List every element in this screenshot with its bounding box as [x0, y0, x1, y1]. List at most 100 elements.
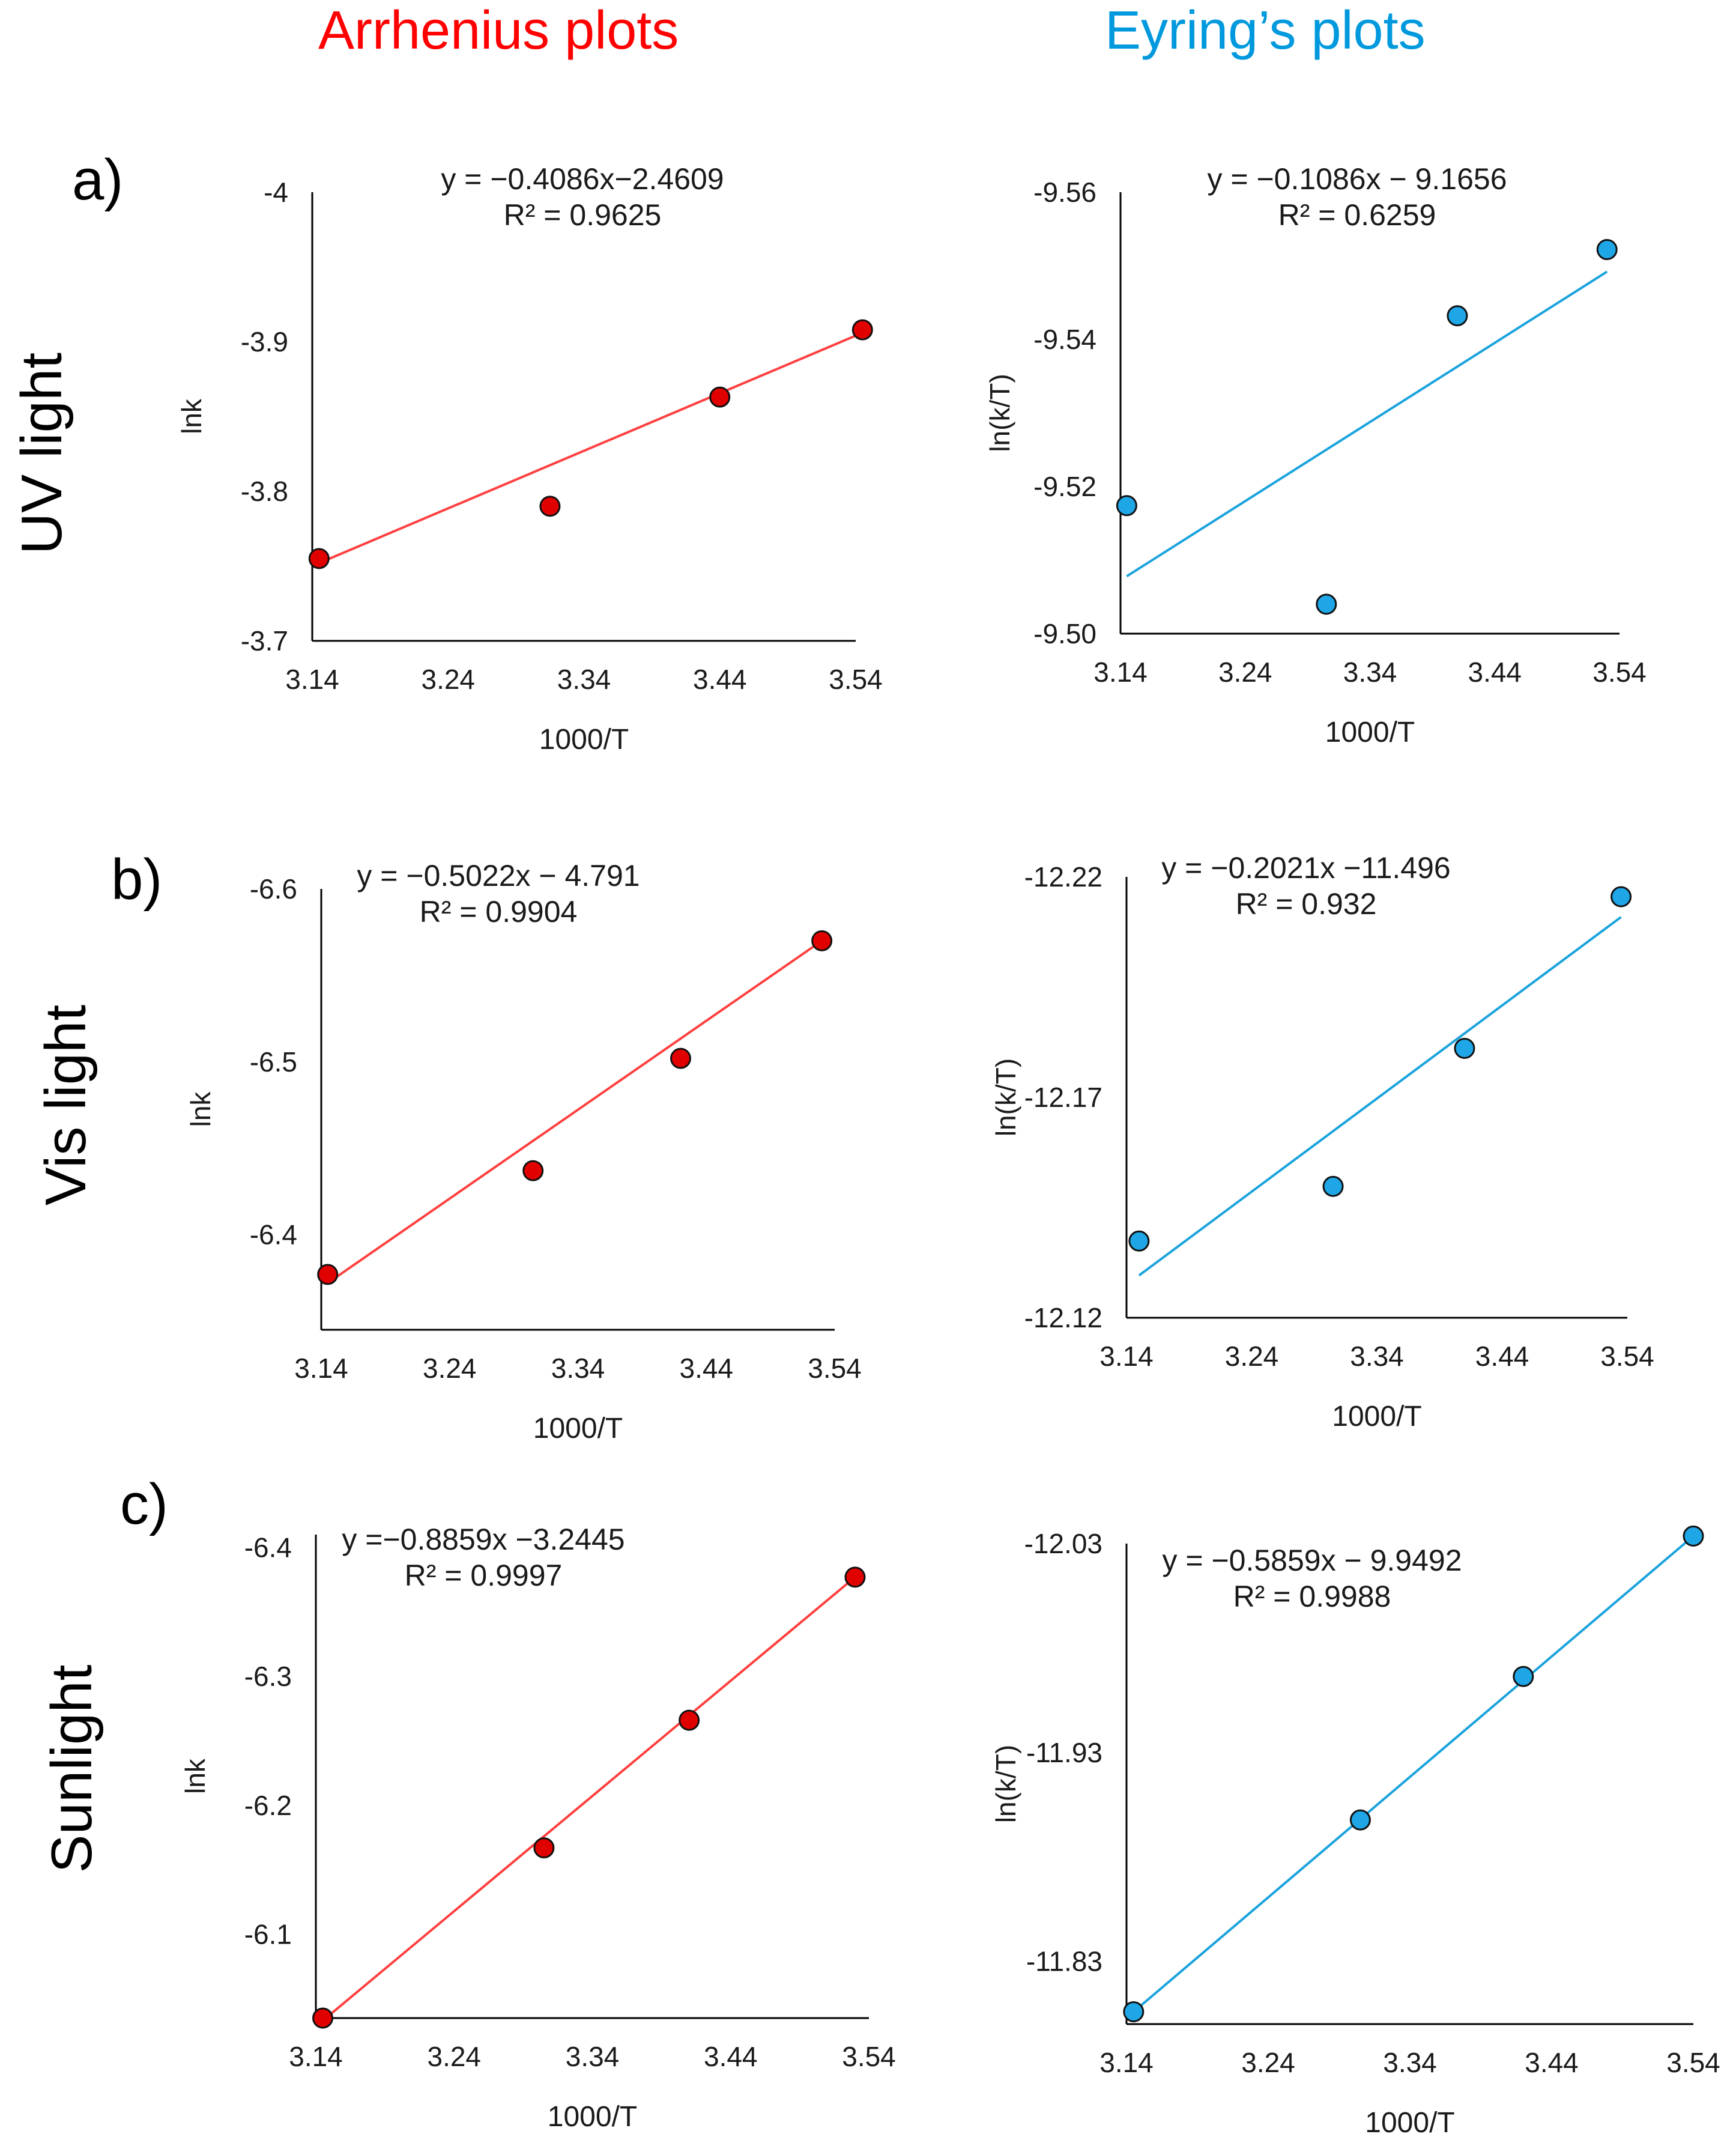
- x-axis-title: 1000/T: [1332, 1401, 1421, 1432]
- data-point: [851, 319, 873, 341]
- trendline: [1138, 916, 1622, 1277]
- y-tick-label: -9.54: [1033, 324, 1096, 355]
- x-tick-label: 3.14: [1093, 656, 1148, 688]
- x-tick-label: 3.24: [1241, 2047, 1295, 2078]
- x-tick-label: 3.14: [1099, 1341, 1154, 1372]
- y-tick-label: -3.7: [241, 625, 288, 656]
- x-tick-label: 3.54: [829, 664, 883, 695]
- x-tick-label: 3.14: [1099, 2047, 1154, 2078]
- data-point: [1123, 2001, 1145, 2022]
- y-tick-label: -9.50: [1033, 618, 1096, 649]
- trendline-equation: y = −0.1086x − 9.1656: [1207, 162, 1507, 196]
- data-point: [1316, 593, 1337, 615]
- panel-letter-a: a): [72, 148, 124, 212]
- r-squared-label: R² = 0.9988: [1233, 1580, 1391, 1613]
- y-axis-title: ln(k/T): [984, 374, 1015, 452]
- trendline-equation: y = −0.2021x −11.496: [1161, 851, 1450, 885]
- y-tick-label: -6.6: [250, 873, 297, 905]
- trendline-equation: y = −0.4086x−2.4609: [441, 162, 724, 196]
- x-tick-label: 3.34: [557, 664, 611, 695]
- data-point: [1513, 1666, 1534, 1687]
- x-tick-label: 3.34: [1343, 656, 1397, 688]
- y-tick-label: -6.4: [250, 1219, 297, 1250]
- y-axis-title: lnk: [180, 1758, 211, 1794]
- data-point: [308, 548, 330, 569]
- x-tick-label: 3.44: [1475, 1341, 1529, 1372]
- x-tick-label: 3.14: [289, 2041, 343, 2072]
- y-axis-title: ln(k/T): [990, 1745, 1021, 1823]
- arrhenius-heading: Arrhenius plots: [318, 1, 679, 61]
- y-tick-label: -6.4: [244, 1532, 292, 1563]
- x-tick-label: 3.34: [551, 1353, 605, 1384]
- trendline: [1133, 1535, 1695, 2013]
- x-tick-label: 3.34: [1350, 1341, 1404, 1372]
- data-point: [1454, 1038, 1475, 1059]
- y-tick-label: -3.9: [241, 326, 288, 357]
- x-tick-label: 3.44: [1525, 2047, 1579, 2078]
- x-tick-label: 3.34: [1383, 2047, 1437, 2078]
- x-axis-title: 1000/T: [548, 2101, 637, 2133]
- x-tick-label: 3.54: [1666, 2047, 1720, 2078]
- trendline: [318, 332, 863, 565]
- data-point: [539, 496, 561, 517]
- data-point: [1610, 886, 1632, 908]
- r-squared-label: R² = 0.932: [1236, 887, 1377, 921]
- y-tick-label: -6.1: [244, 1918, 292, 1950]
- panel-letter-c: c): [120, 1472, 168, 1536]
- r-squared-label: R² = 0.9904: [420, 895, 578, 929]
- x-tick-label: 3.14: [285, 664, 339, 695]
- r-squared-label: R² = 0.9997: [405, 1559, 563, 1592]
- y-tick-label: -9.56: [1033, 177, 1096, 208]
- x-tick-label: 3.24: [427, 2041, 481, 2072]
- x-axis-title: 1000/T: [533, 1413, 623, 1444]
- x-tick-label: 3.14: [294, 1353, 348, 1384]
- x-tick-label: 3.54: [808, 1353, 862, 1384]
- x-tick-label: 3.54: [842, 2041, 896, 2072]
- data-point: [844, 1566, 866, 1588]
- y-tick-label: -11.83: [1026, 1946, 1102, 1977]
- data-point: [312, 2007, 334, 2029]
- x-axis-title: 1000/T: [539, 724, 629, 756]
- trendline-equation: y = −0.5859x − 9.9492: [1162, 1544, 1462, 1577]
- data-point: [1683, 1525, 1704, 1547]
- x-tick-label: 3.44: [693, 664, 747, 695]
- trendline: [327, 939, 823, 1284]
- data-point: [1322, 1175, 1344, 1197]
- r-squared-label: R² = 0.9625: [504, 198, 662, 232]
- data-point: [522, 1160, 544, 1181]
- y-axis-title: ln(k/T): [990, 1058, 1021, 1136]
- x-tick-label: 3.24: [421, 664, 475, 695]
- y-tick-label: -12.03: [1024, 1528, 1102, 1559]
- x-tick-label: 3.44: [704, 2041, 758, 2072]
- data-point: [1349, 1809, 1371, 1831]
- trendline: [1126, 270, 1608, 578]
- panel-letter-b: b): [111, 847, 163, 912]
- y-tick-label: -4: [264, 177, 288, 208]
- y-tick-label: -6.3: [244, 1661, 292, 1692]
- data-point: [533, 1837, 555, 1859]
- x-axis-title: 1000/T: [1365, 2107, 1454, 2139]
- y-tick-label: -12.22: [1024, 861, 1102, 893]
- x-axis-title: 1000/T: [1325, 717, 1415, 748]
- data-point: [670, 1047, 691, 1069]
- data-point: [1447, 305, 1468, 327]
- y-tick-label: -3.8: [241, 476, 288, 507]
- x-tick-label: 3.24: [1218, 656, 1272, 688]
- y-axis-title: lnk: [185, 1091, 216, 1127]
- trendline: [322, 1576, 856, 2022]
- data-point: [1116, 495, 1137, 517]
- y-tick-label: -6.2: [244, 1790, 292, 1821]
- x-tick-label: 3.34: [566, 2041, 620, 2072]
- trendline-equation: y =−0.8859x −3.2445: [342, 1523, 625, 1556]
- eyring-heading: Eyring’s plots: [1105, 1, 1426, 61]
- data-point: [811, 930, 833, 951]
- x-tick-label: 3.54: [1592, 656, 1647, 688]
- y-tick-label: -9.52: [1033, 471, 1096, 502]
- data-point: [679, 1709, 700, 1731]
